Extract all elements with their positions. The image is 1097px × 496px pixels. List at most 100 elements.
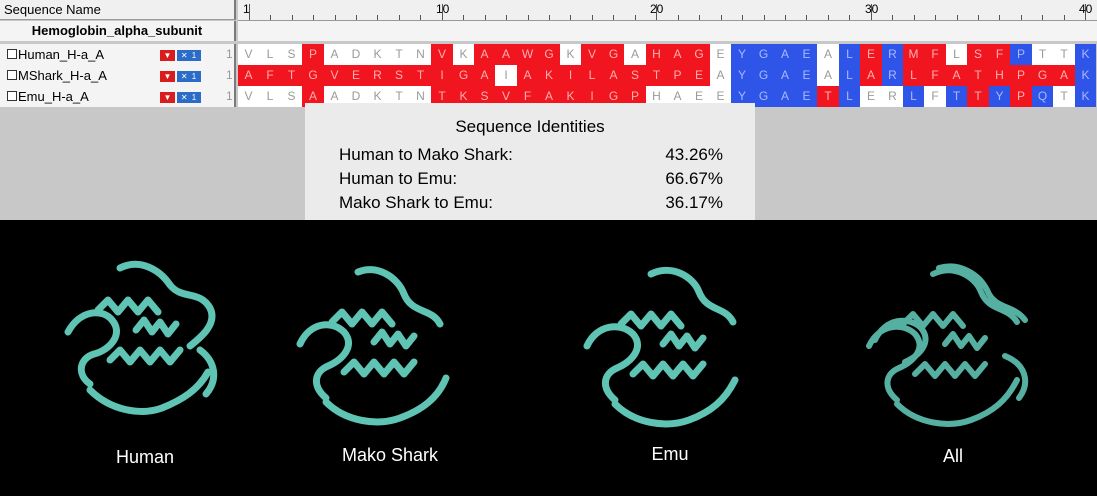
residue-cell[interactable]: K	[453, 86, 474, 107]
residue-cell[interactable]: D	[345, 86, 367, 107]
residue-cell[interactable]: M	[903, 44, 924, 65]
residue-cell[interactable]: Y	[989, 86, 1010, 107]
residue-cell[interactable]: A	[667, 44, 688, 65]
residue-cell[interactable]: G	[688, 44, 710, 65]
residue-cell[interactable]: E	[710, 86, 731, 107]
residue-cell[interactable]: S	[474, 86, 495, 107]
residue-cell[interactable]: S	[388, 65, 410, 86]
residue-cell[interactable]: A	[817, 65, 839, 86]
residue-cell[interactable]: K	[367, 44, 388, 65]
residue-cell[interactable]: F	[259, 65, 281, 86]
row-tool-red-icon[interactable]: ▼	[160, 50, 175, 61]
residue-cell[interactable]: T	[431, 86, 453, 107]
residue-cell[interactable]: P	[667, 65, 688, 86]
row-tool-blue-icon[interactable]: ✕ 1	[177, 50, 201, 61]
residue-cell[interactable]: L	[839, 86, 860, 107]
residue-cell[interactable]: L	[581, 65, 603, 86]
residue-cell[interactable]: V	[238, 86, 259, 107]
sequence-name-header[interactable]: Sequence Name	[0, 0, 236, 20]
residue-cell[interactable]: K	[1075, 65, 1096, 86]
sequence-name-row[interactable]: Human_H-a_A ▼ ✕ 1 1	[0, 44, 236, 65]
residue-cell[interactable]: I	[581, 86, 603, 107]
residue-cell[interactable]: R	[367, 65, 388, 86]
residue-cell[interactable]: P	[624, 86, 646, 107]
residue-cell[interactable]: R	[882, 65, 903, 86]
residue-cell[interactable]: H	[646, 86, 667, 107]
residue-cell[interactable]: T	[817, 86, 839, 107]
residue-cell[interactable]: A	[624, 44, 646, 65]
residue-cell[interactable]: F	[517, 86, 538, 107]
residue-cell[interactable]: G	[603, 86, 624, 107]
residue-cell[interactable]: S	[281, 86, 302, 107]
row-checkbox[interactable]	[7, 49, 17, 59]
residue-cell[interactable]: Y	[731, 86, 753, 107]
residue-cell[interactable]: G	[453, 65, 474, 86]
residue-cell[interactable]: P	[1010, 86, 1032, 107]
residue-cell[interactable]: D	[345, 44, 367, 65]
residue-cell[interactable]: K	[560, 86, 581, 107]
residue-cell[interactable]: Y	[731, 44, 753, 65]
residue-cell[interactable]: A	[474, 65, 495, 86]
residue-cell[interactable]: T	[1053, 44, 1075, 65]
residue-cell[interactable]: E	[710, 44, 731, 65]
residue-cell[interactable]: G	[603, 44, 624, 65]
residue-cell[interactable]: T	[967, 86, 989, 107]
residue-cell[interactable]: E	[796, 86, 817, 107]
residue-cell[interactable]: A	[946, 65, 967, 86]
residue-cell[interactable]: S	[967, 44, 989, 65]
residue-cell[interactable]: A	[817, 44, 839, 65]
residue-cell[interactable]: L	[839, 65, 860, 86]
residue-cell[interactable]: A	[710, 65, 731, 86]
residue-cell[interactable]: G	[753, 65, 774, 86]
residue-cell[interactable]: T	[1032, 44, 1053, 65]
residue-cell[interactable]: V	[431, 44, 453, 65]
residue-cell[interactable]: A	[538, 86, 560, 107]
residue-cell[interactable]: R	[882, 86, 903, 107]
residue-cell[interactable]: T	[410, 65, 431, 86]
row-checkbox[interactable]	[7, 70, 17, 80]
residue-cell[interactable]: G	[538, 44, 560, 65]
row-tool-red-icon[interactable]: ▼	[160, 71, 175, 82]
residue-cell[interactable]: K	[1075, 86, 1096, 107]
row-tool-blue-icon[interactable]: ✕ 1	[177, 71, 201, 82]
residue-cell[interactable]: K	[453, 44, 474, 65]
residue-cell[interactable]: I	[431, 65, 453, 86]
residue-cell[interactable]: A	[517, 65, 538, 86]
residue-cell[interactable]: V	[495, 86, 517, 107]
residue-cell[interactable]: V	[581, 44, 603, 65]
residue-cell[interactable]: E	[688, 86, 710, 107]
residue-cell[interactable]: E	[796, 65, 817, 86]
residue-cell[interactable]: G	[753, 86, 774, 107]
residue-cell[interactable]: T	[646, 65, 667, 86]
residue-cell[interactable]: T	[388, 44, 410, 65]
residue-cell[interactable]: A	[603, 65, 624, 86]
row-checkbox[interactable]	[7, 91, 17, 101]
residue-cell[interactable]: F	[924, 86, 946, 107]
residue-cell[interactable]: A	[774, 86, 796, 107]
residue-cell[interactable]: L	[903, 65, 924, 86]
residue-cell[interactable]: K	[560, 44, 581, 65]
residue-cell[interactable]: P	[1010, 65, 1032, 86]
residue-cell[interactable]: Y	[731, 65, 753, 86]
residue-cell[interactable]: Q	[1032, 86, 1053, 107]
residue-cell[interactable]: K	[367, 86, 388, 107]
row-tool-red-icon[interactable]: ▼	[160, 92, 175, 103]
residue-cell[interactable]: W	[517, 44, 538, 65]
residue-cell[interactable]: I	[495, 65, 517, 86]
residue-cell[interactable]: A	[667, 86, 688, 107]
residue-cell[interactable]: A	[302, 86, 324, 107]
residue-cell[interactable]: G	[302, 65, 324, 86]
residue-cell[interactable]: A	[774, 65, 796, 86]
residue-cell[interactable]: S	[624, 65, 646, 86]
sequence-name-row[interactable]: Emu_H-a_A ▼ ✕ 1 1	[0, 86, 236, 107]
residue-cell[interactable]: A	[1053, 65, 1075, 86]
residue-cell[interactable]: A	[474, 44, 495, 65]
residue-cell[interactable]: L	[259, 86, 281, 107]
residue-cell[interactable]: T	[967, 65, 989, 86]
residue-cell[interactable]: A	[495, 44, 517, 65]
residue-cell[interactable]: G	[1032, 65, 1053, 86]
residue-cell[interactable]: S	[281, 44, 302, 65]
residue-cell[interactable]: E	[345, 65, 367, 86]
residue-cell[interactable]: H	[646, 44, 667, 65]
residue-cell[interactable]: F	[989, 44, 1010, 65]
